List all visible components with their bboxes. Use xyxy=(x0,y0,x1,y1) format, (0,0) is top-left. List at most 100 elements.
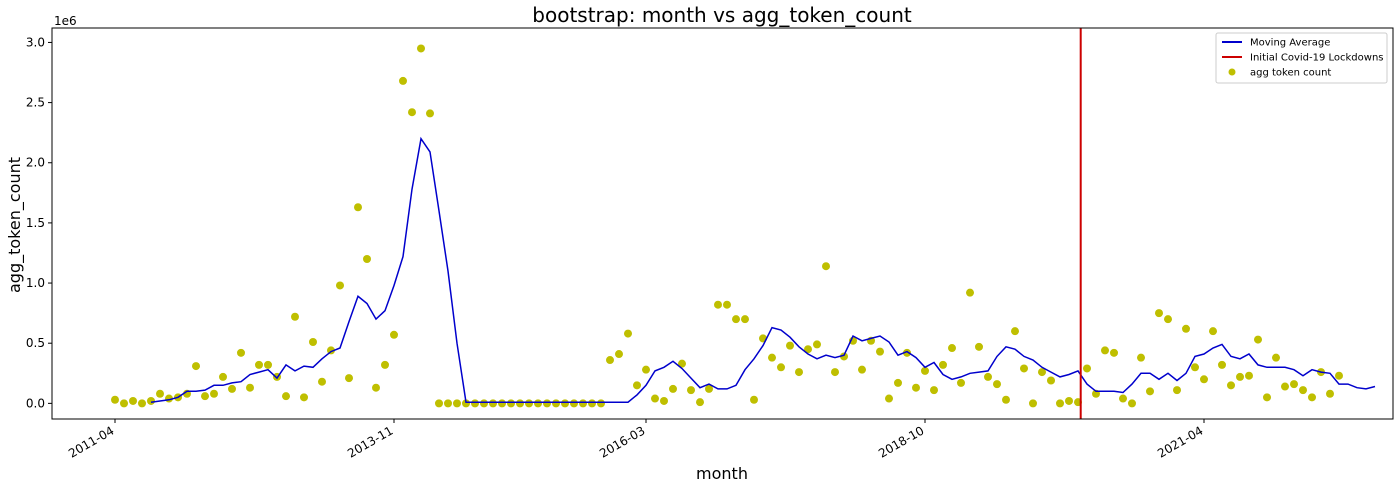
scatter-point xyxy=(516,399,524,408)
scatter-point xyxy=(426,109,434,118)
scatter-point xyxy=(1020,364,1028,373)
scatter-point xyxy=(993,380,1001,389)
legend: Moving Average Initial Covid-19 Lockdowns… xyxy=(1215,32,1388,84)
scatter-point xyxy=(912,383,920,392)
scatter-point xyxy=(129,396,137,405)
scatter-point xyxy=(336,281,344,290)
scatter-point xyxy=(1065,396,1073,405)
scatter-point xyxy=(885,394,893,403)
scatter-point xyxy=(1326,389,1334,398)
scatter-point xyxy=(1263,393,1271,402)
scatter-point xyxy=(732,315,740,324)
scatter-point xyxy=(1290,380,1298,389)
scatter-point xyxy=(399,76,407,85)
scatter-point xyxy=(480,399,488,408)
y-tick-label: 2.5 xyxy=(26,96,45,110)
scatter-point xyxy=(876,347,884,356)
scatter-point xyxy=(417,44,425,53)
scatter-point xyxy=(615,350,623,359)
x-tick-label: 2021-04 xyxy=(1155,423,1205,460)
scatter-point xyxy=(1299,386,1307,395)
legend-box xyxy=(1215,32,1388,84)
scatter-point xyxy=(642,365,650,374)
scatter-point xyxy=(1164,315,1172,324)
scatter-point xyxy=(651,394,659,403)
scatter-point xyxy=(768,353,776,362)
scatter-point xyxy=(795,368,803,377)
scatter-point xyxy=(1128,399,1136,408)
scatter-point xyxy=(435,399,443,408)
scatter-point xyxy=(588,399,596,408)
scatter-point xyxy=(111,395,119,404)
x-tick-label: 2013-11 xyxy=(345,423,395,460)
scatter-point xyxy=(858,365,866,374)
scatter-point xyxy=(660,396,668,405)
scatter-point xyxy=(1101,346,1109,355)
scatter-point xyxy=(462,399,470,408)
scatter-point xyxy=(606,356,614,365)
y-tick-label: 1.0 xyxy=(26,276,45,290)
y-tick-label: 1.5 xyxy=(26,216,45,230)
chart-title: bootstrap: month vs agg_token_count xyxy=(532,3,912,27)
scatter-point xyxy=(1011,327,1019,336)
scatter-point xyxy=(723,300,731,309)
scatter-point xyxy=(1002,395,1010,404)
scatter-point xyxy=(1200,375,1208,384)
scatter-point xyxy=(120,399,128,408)
scatter-point xyxy=(633,381,641,390)
scatter-point xyxy=(750,395,758,404)
scatter-point xyxy=(948,344,956,353)
scatter-point xyxy=(390,330,398,339)
scatter-point xyxy=(381,360,389,369)
scatter-point xyxy=(201,392,209,401)
scatter-point xyxy=(984,372,992,381)
scatter-point xyxy=(1146,387,1154,396)
scatter-point xyxy=(291,312,299,321)
scatter-point xyxy=(1281,382,1289,391)
scatter-point xyxy=(624,329,632,338)
scatter-point xyxy=(354,203,362,212)
scatter-point xyxy=(804,345,812,354)
scatter-point xyxy=(543,399,551,408)
scatter-point xyxy=(1029,399,1037,408)
scatter-point xyxy=(777,363,785,372)
scatter-point xyxy=(453,399,461,408)
scatter-point xyxy=(840,352,848,361)
scatter-point xyxy=(1173,386,1181,395)
scatter-point xyxy=(1137,353,1145,362)
scatter-point xyxy=(210,389,218,398)
scatter-point xyxy=(786,341,794,350)
scatter-point xyxy=(678,359,686,368)
scatter-point xyxy=(822,262,830,271)
scatter-point xyxy=(1110,348,1118,357)
scatter-point xyxy=(1254,335,1262,344)
scatter-point xyxy=(975,342,983,351)
x-tick-label: 2016-03 xyxy=(597,423,647,460)
scatter-point xyxy=(1047,376,1055,385)
scatter-point xyxy=(930,386,938,395)
scatter-point xyxy=(1119,394,1127,403)
scatter-point xyxy=(1182,324,1190,333)
y-axis-title: agg_token_count xyxy=(5,157,25,293)
scatter-point xyxy=(669,384,677,393)
x-tick-label: 2011-04 xyxy=(66,423,116,460)
scatter-point xyxy=(696,398,704,407)
scatter-point xyxy=(813,340,821,349)
scatter-point xyxy=(1038,368,1046,377)
legend-label: Moving Average xyxy=(1250,38,1330,49)
scatter-point xyxy=(534,399,542,408)
scatter-point xyxy=(687,386,695,395)
scatter-point xyxy=(444,399,452,408)
scatter-point xyxy=(1335,371,1343,380)
y-tick-label: 2.0 xyxy=(26,156,45,170)
scatter-point xyxy=(156,389,164,398)
scatter-point xyxy=(498,399,506,408)
scatter-point xyxy=(489,399,497,408)
legend-label: Initial Covid-19 Lockdowns xyxy=(1250,53,1384,64)
scatter-point xyxy=(345,374,353,383)
scatter-point xyxy=(1308,393,1316,402)
scatter-point xyxy=(525,399,533,408)
scatter-point xyxy=(831,368,839,377)
y-tick-label: 3.0 xyxy=(26,35,45,49)
plot-area xyxy=(111,28,1376,419)
